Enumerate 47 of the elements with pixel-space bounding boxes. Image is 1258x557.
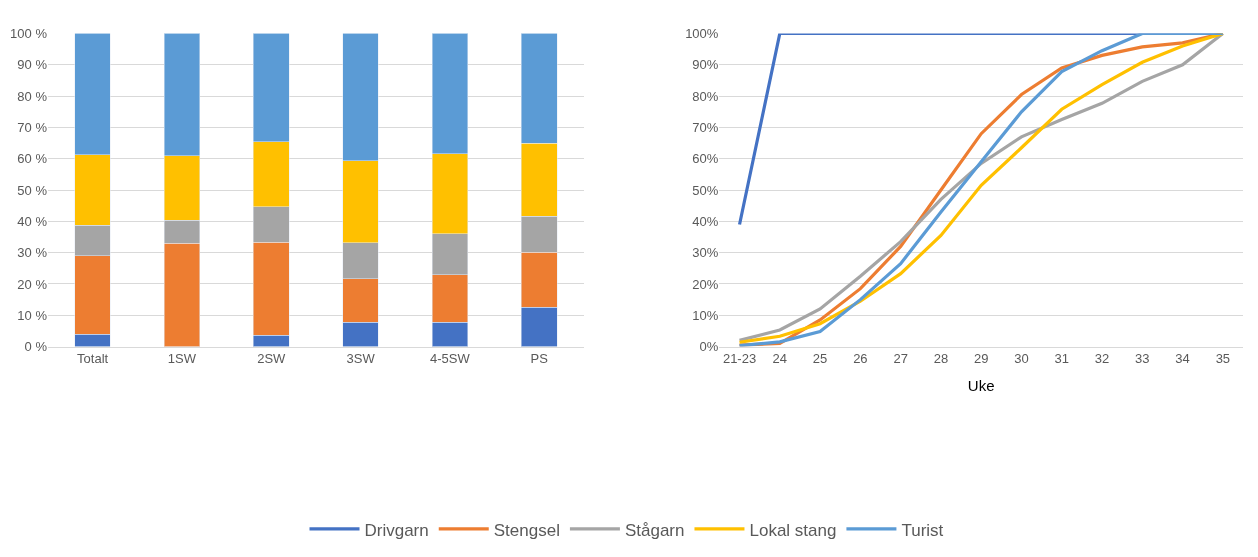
x-tick-label: 34	[1175, 351, 1190, 367]
y-tick-label: 100 %	[10, 26, 48, 42]
x-tick-label: 1SW	[167, 351, 197, 367]
y-tick-label: 50%	[692, 182, 719, 198]
x-tick-label: 35	[1215, 351, 1231, 367]
y-tick-label: 90 %	[17, 57, 48, 73]
x-tick-label: 33	[1135, 351, 1150, 367]
x-tick-label: Totalt	[77, 351, 109, 367]
y-tick-label: 10 %	[17, 307, 48, 323]
y-tick-label: 50 %	[17, 182, 48, 198]
x-axis-title: Uke	[967, 377, 995, 395]
y-tick-label: 30%	[692, 245, 719, 261]
x-tick-label: 27	[893, 351, 908, 367]
y-tick-label: 20%	[692, 276, 719, 292]
y-tick-label: 60 %	[17, 151, 48, 167]
x-tick-label: 2SW	[257, 351, 287, 367]
y-tick-label: 30 %	[17, 245, 48, 261]
y-tick-label: 90%	[692, 57, 719, 73]
x-tick-label: 29	[973, 351, 989, 367]
x-tick-label: 21-23	[722, 351, 757, 367]
y-tick-label: 10%	[692, 307, 719, 323]
legend-label: Lokal stang	[749, 520, 837, 540]
legend-label: Turist	[901, 520, 944, 540]
y-tick-label: 100%	[685, 26, 719, 42]
legend-label: Drivgarn	[364, 520, 429, 540]
x-tick-label: 30	[1014, 351, 1029, 367]
y-tick-label: 60%	[692, 151, 719, 167]
y-tick-label: 40%	[692, 213, 719, 229]
legend-label: Stengsel	[493, 520, 560, 540]
x-tick-label: 26	[853, 351, 868, 367]
y-tick-label: 70 %	[17, 119, 48, 135]
x-tick-label: 3SW	[346, 351, 376, 367]
legend-label: Stågarn	[624, 520, 685, 540]
y-tick-label: 80 %	[17, 88, 48, 104]
x-tick-label: 24	[772, 351, 788, 367]
y-tick-label: 80%	[692, 88, 719, 104]
y-tick-label: 20 %	[17, 276, 48, 292]
x-tick-label: 31	[1054, 351, 1069, 367]
y-tick-label: 40 %	[17, 213, 48, 229]
x-tick-label: 32	[1094, 351, 1110, 367]
x-tick-label: 28	[933, 351, 949, 367]
y-tick-label: 0 %	[24, 339, 48, 355]
y-tick-label: 70%	[692, 119, 719, 135]
x-tick-label: PS	[530, 351, 549, 367]
y-tick-label: 0%	[699, 339, 719, 355]
x-tick-label: 4-5SW	[430, 351, 471, 367]
x-tick-label: 25	[812, 351, 828, 367]
